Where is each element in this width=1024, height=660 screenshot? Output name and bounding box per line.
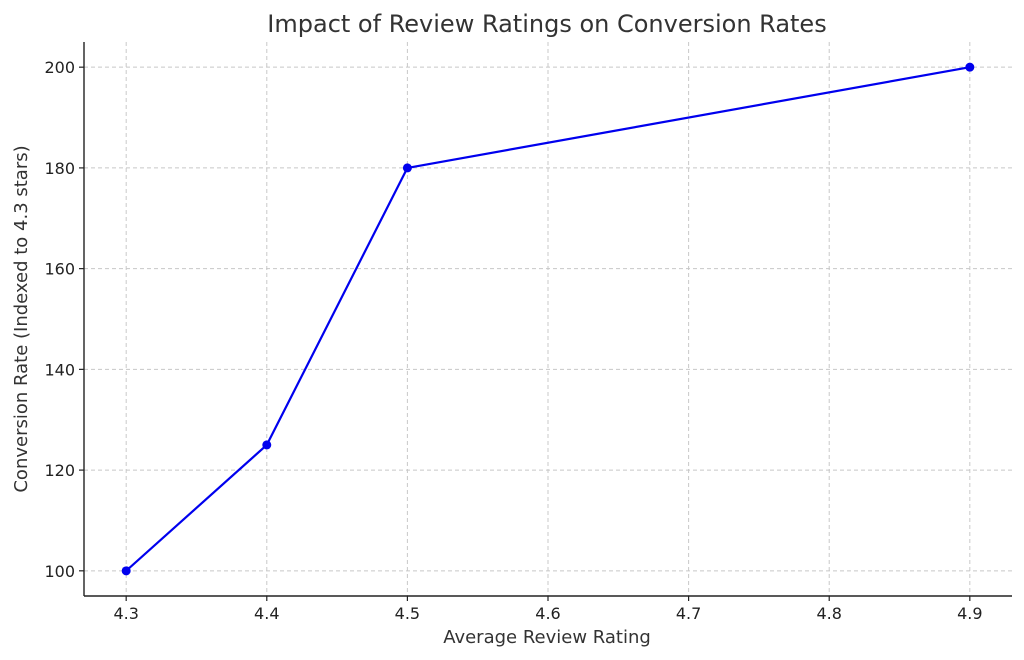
data-point [262, 440, 272, 450]
y-tick-label: 200 [44, 58, 75, 77]
x-tick-label: 4.7 [676, 604, 701, 623]
x-tick-label: 4.3 [113, 604, 138, 623]
x-tick-label: 4.8 [816, 604, 841, 623]
series-line [125, 66, 971, 572]
x-axis-ticks: 4.3 4.4 4.5 4.6 4.7 4.8 4.9 [113, 596, 983, 623]
x-tick-label: 4.4 [254, 604, 279, 623]
y-tick-label: 180 [44, 159, 75, 178]
grid [84, 42, 1012, 596]
data-point [121, 566, 131, 576]
data-point [402, 163, 412, 173]
y-tick-label: 100 [44, 562, 75, 581]
x-axis-label: Average Review Rating [443, 627, 651, 648]
y-tick-label: 160 [44, 260, 75, 279]
y-tick-label: 140 [44, 360, 75, 379]
y-axis-ticks: 100 120 140 160 180 200 [44, 58, 84, 581]
series [121, 62, 975, 576]
data-point [965, 62, 975, 72]
x-tick-label: 4.9 [957, 604, 982, 623]
x-tick-label: 4.6 [535, 604, 560, 623]
y-tick-label: 120 [44, 461, 75, 480]
chart-title: Impact of Review Ratings on Conversion R… [267, 10, 826, 38]
x-tick-label: 4.5 [395, 604, 420, 623]
y-axis-label: Conversion Rate (Indexed to 4.3 stars) [11, 145, 32, 492]
